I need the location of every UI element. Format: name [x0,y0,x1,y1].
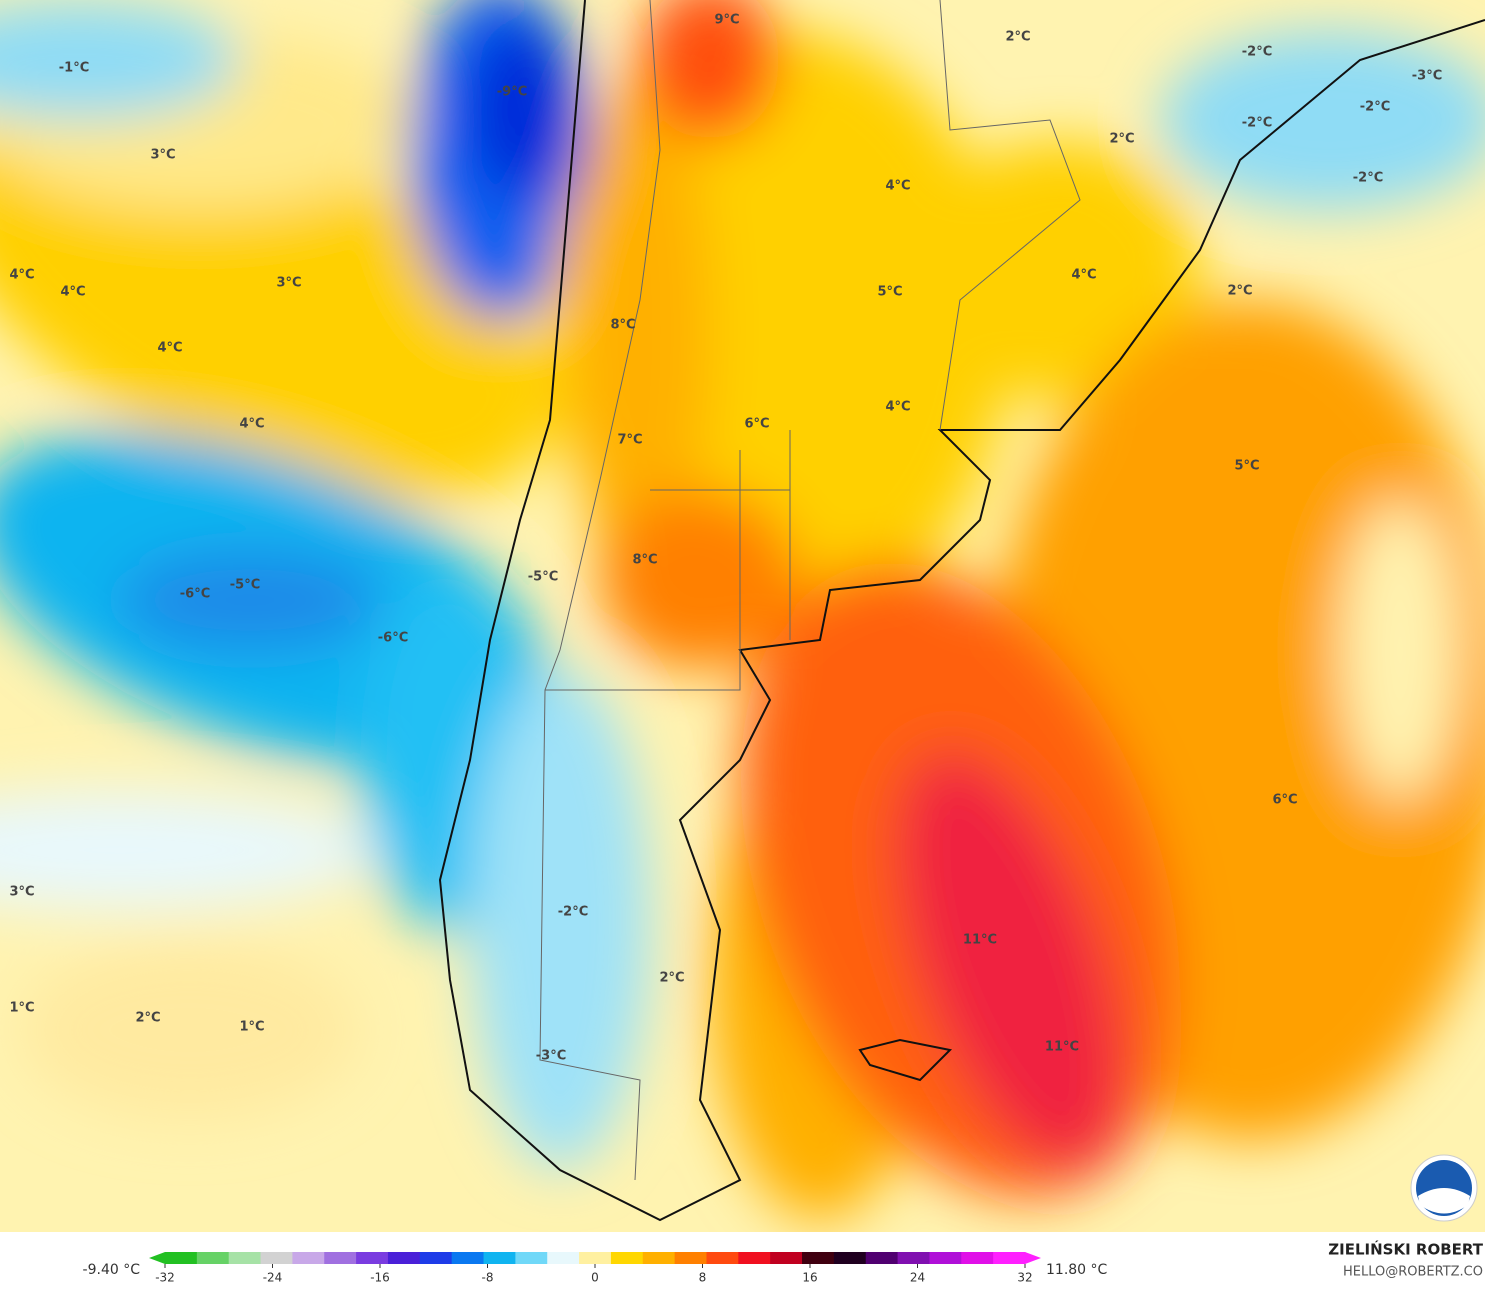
temperature-label: -3°C [536,1049,566,1064]
temperature-label: 4°C [1071,268,1096,283]
temperature-label: -5°C [528,570,558,585]
colorbar-tick-label: 0 [591,1271,599,1285]
colorbar-end [149,1252,165,1264]
colorbar-tick-label: 8 [699,1271,707,1285]
coastline [438,0,1485,1222]
colorbar-segment [993,1252,1026,1264]
colorbar-segment [738,1252,771,1264]
colorbar-segment [547,1252,580,1264]
temperature-label: 5°C [1234,459,1259,474]
colorbar-tick-label: 32 [1017,1271,1032,1285]
colorbar-segment [642,1252,676,1264]
temperature-label: -1°C [59,61,89,76]
temperature-labels: 9°C 2°C -2°C -3°C -1°C -9°C -2°C -2°C 2°C 3°C -2°C… [9,13,1442,1064]
temperature-label: 8°C [610,318,635,333]
colorbar-segment [802,1252,835,1264]
temperature-label: 2°C [135,1011,160,1026]
colorbar-segment [419,1252,453,1264]
colorbar-segment [579,1252,612,1264]
temperature-label: 4°C [885,179,910,194]
temperature-label: 4°C [9,268,34,283]
colorbar-tick-label: 16 [802,1271,817,1285]
borders [539,0,1081,1181]
colorbar-segment [515,1252,548,1264]
colorbar-segment [961,1252,994,1264]
colorbar: -32 -24 -16 -8 0 8 16 24 32 [149,1252,1041,1285]
max-value: 11.80 °C [1046,1262,1108,1278]
colorbar-segment [292,1252,325,1264]
colorbar-segment [196,1252,230,1264]
temperature-label: -5°C [230,578,260,593]
temperature-label: 1°C [239,1020,264,1035]
temperature-label: 2°C [659,971,684,986]
temperature-label: -9°C [497,85,527,100]
temperature-label: 3°C [150,148,175,163]
min-value: -9.40 °C [83,1262,141,1278]
temperature-label: 11°C [963,933,997,948]
temperature-label: -6°C [378,631,408,646]
temperature-label: -3°C [1412,69,1442,84]
colorbar-tick-label: -32 [155,1271,175,1285]
colorbar-segment [770,1252,803,1264]
temperature-label: 1°C [9,1001,34,1016]
temperature-label: 6°C [744,417,769,432]
noaa-logo [1410,1154,1478,1222]
temperature-label: 4°C [885,400,910,415]
temperature-label: 11°C [1045,1040,1079,1055]
colorbar-tick-label: -16 [370,1271,390,1285]
temperature-label: 4°C [239,417,264,432]
colorbar-segment [865,1252,899,1264]
temperature-label: -2°C [558,905,588,920]
colorbar-segment [897,1252,930,1264]
colorbar-segment [483,1252,516,1264]
temperature-label: 4°C [157,341,182,356]
temperature-label: -2°C [1353,171,1383,186]
colorbar-segment [706,1252,739,1264]
temperature-label: 7°C [617,433,642,448]
temperature-label: -2°C [1360,100,1390,115]
temperature-label: -2°C [1242,116,1272,131]
temperature-label: 2°C [1227,284,1252,299]
temperature-label: 3°C [9,885,34,900]
colorbar-segment [324,1252,357,1264]
temperature-label: 8°C [632,553,657,568]
colorbar-segment [451,1252,485,1264]
colorbar-segment [674,1252,707,1264]
colorbar-segment [387,1252,421,1264]
colorbar-segment [356,1252,389,1264]
colorbar-tick-label: 24 [910,1271,925,1285]
colorbar-end [1025,1252,1041,1264]
colorbar-segment [228,1252,262,1264]
temperature-label: 4°C [60,285,85,300]
temperature-label: 6°C [1272,793,1297,808]
contact: HELLO@ROBERTZ.CO [1343,1265,1483,1280]
temperature-label: 2°C [1005,30,1030,45]
colorbar-segment [833,1252,867,1264]
temperature-label: 2°C [1109,132,1134,147]
colorbar-tick-label: -24 [263,1271,283,1285]
temperature-field [0,0,1485,1232]
temperature-label: 5°C [877,285,902,300]
author: ZIELIŃSKI ROBERT [1328,1240,1483,1259]
colorbar-segment [165,1252,198,1264]
temperature-label: -6°C [180,587,210,602]
colorbar-tick-label: -8 [482,1271,494,1285]
colorbar-segment [610,1252,644,1264]
colorbar-segment [929,1252,962,1264]
temperature-label: 9°C [714,13,739,28]
temperature-label: -2°C [1242,45,1272,60]
colorbar-segment [260,1252,293,1264]
temperature-label: 3°C [276,276,301,291]
